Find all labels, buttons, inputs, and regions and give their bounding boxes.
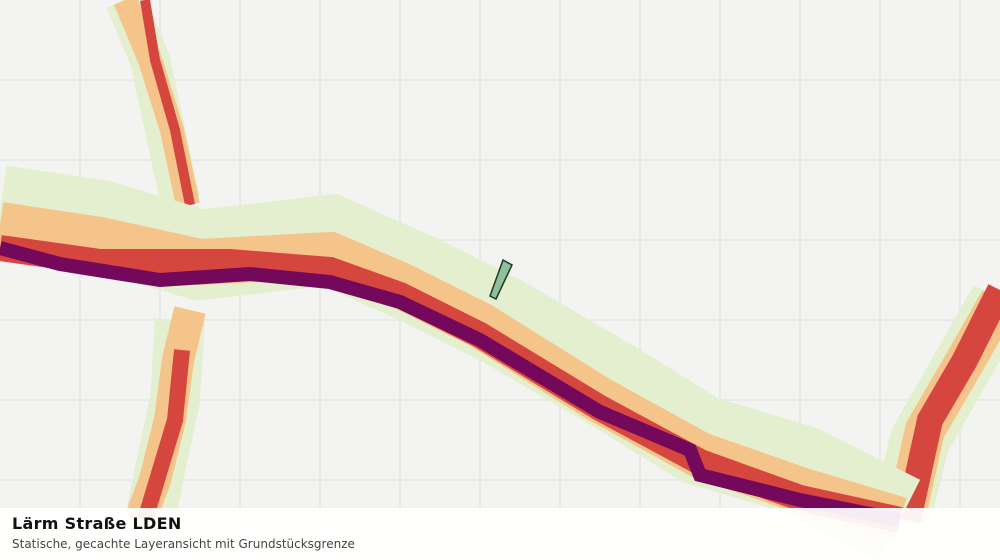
noise-zone bbox=[140, 0, 195, 206]
layer-subtitle: Statische, gecachte Layeransicht mit Gru… bbox=[12, 537, 355, 551]
noise-zone bbox=[895, 284, 1000, 523]
caption: Lärm Straße LDEN Statische, gecachte Lay… bbox=[0, 508, 1000, 560]
noise-zone bbox=[137, 349, 190, 523]
parcel-boundary[interactable] bbox=[489, 258, 513, 301]
layer-title: Lärm Straße LDEN bbox=[12, 514, 182, 533]
noise-zone bbox=[0, 241, 902, 527]
